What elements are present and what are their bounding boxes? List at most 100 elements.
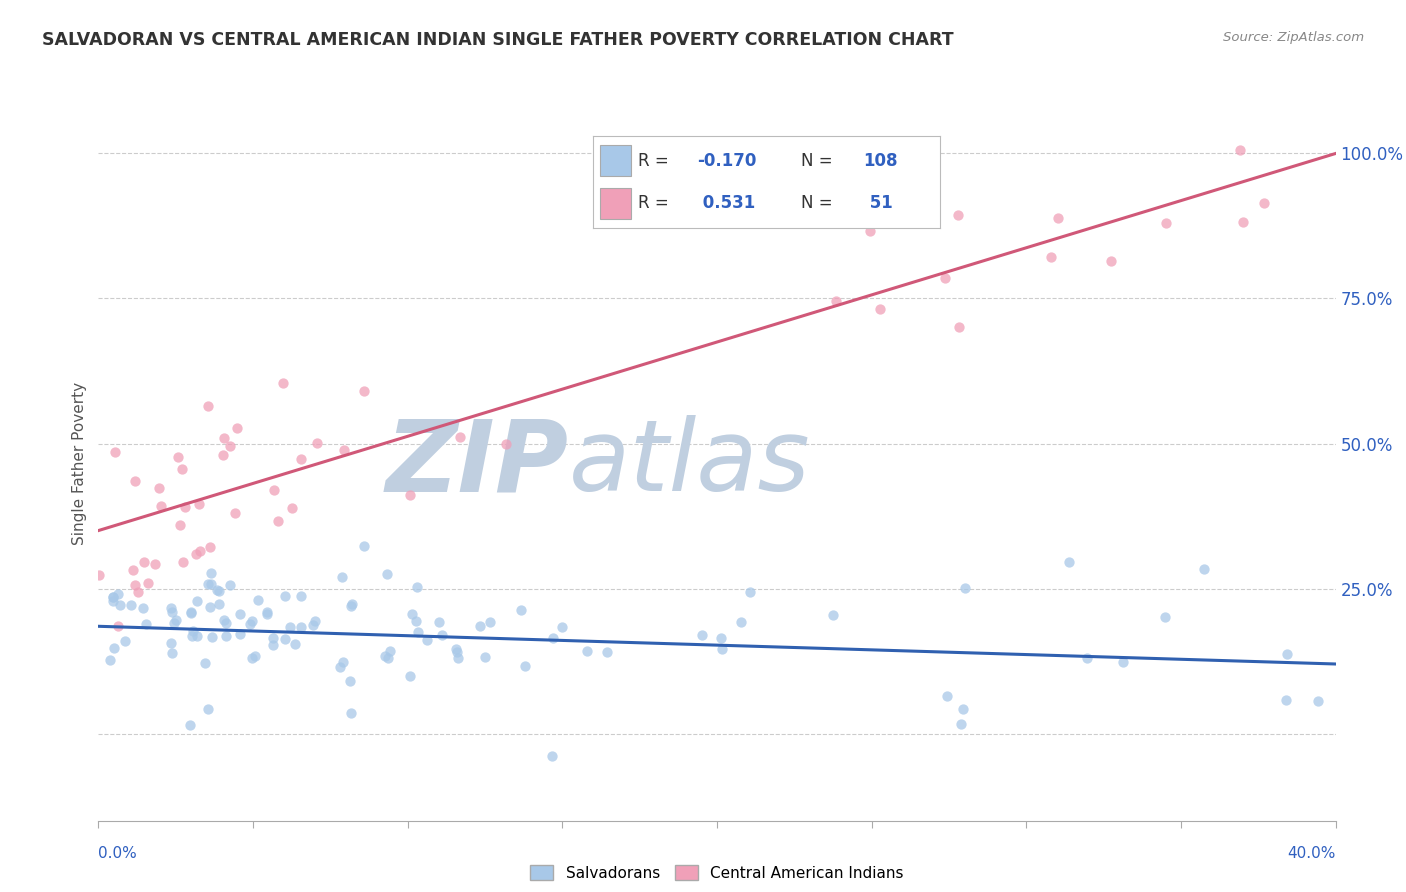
Point xyxy=(284,637,307,651)
Point xyxy=(262,632,284,646)
Point xyxy=(332,655,354,669)
Text: R =: R = xyxy=(638,194,669,212)
Point xyxy=(114,633,136,648)
Point xyxy=(869,302,891,317)
Point xyxy=(711,642,734,657)
Point xyxy=(405,615,427,629)
Point xyxy=(1277,648,1299,662)
Point xyxy=(165,613,187,627)
Legend: Salvadorans, Central American Indians: Salvadorans, Central American Indians xyxy=(530,865,904,880)
Point xyxy=(405,580,427,594)
Point xyxy=(1076,651,1098,665)
Text: R =: R = xyxy=(638,152,669,169)
Point xyxy=(936,690,959,704)
Point xyxy=(470,619,492,633)
Point xyxy=(427,615,450,630)
Point xyxy=(135,617,157,632)
Point xyxy=(340,706,363,720)
Point xyxy=(474,650,496,665)
Point xyxy=(1194,562,1216,576)
Point xyxy=(197,577,219,591)
Point xyxy=(1229,143,1251,157)
Point xyxy=(186,547,208,561)
Point xyxy=(281,500,304,515)
Y-axis label: Single Father Poverty: Single Father Poverty xyxy=(72,383,87,545)
Point xyxy=(377,566,399,581)
Point xyxy=(541,631,564,645)
Point xyxy=(509,603,531,617)
Point xyxy=(596,645,619,659)
Point xyxy=(136,575,159,590)
Point xyxy=(551,620,574,634)
Point xyxy=(278,620,301,634)
Point xyxy=(478,615,501,629)
Text: 108: 108 xyxy=(863,152,898,169)
Point xyxy=(406,624,429,639)
Point xyxy=(186,594,208,608)
Point xyxy=(197,702,219,716)
Point xyxy=(107,619,129,633)
Point xyxy=(215,629,238,643)
Point xyxy=(274,632,297,647)
Point xyxy=(948,319,970,334)
Point xyxy=(194,657,217,671)
Point xyxy=(218,578,240,592)
Text: 40.0%: 40.0% xyxy=(1288,846,1336,861)
Point xyxy=(449,430,471,444)
Point xyxy=(738,585,761,599)
Point xyxy=(339,673,361,688)
Point xyxy=(181,624,204,639)
Point xyxy=(290,620,312,634)
Point xyxy=(239,617,262,632)
Point xyxy=(208,583,231,598)
Point xyxy=(103,591,125,605)
Point xyxy=(330,569,353,583)
Point xyxy=(825,293,848,308)
Point xyxy=(159,600,181,615)
Point xyxy=(240,615,263,629)
Point xyxy=(1047,211,1070,225)
Point xyxy=(378,644,401,658)
Point xyxy=(170,461,193,475)
Point xyxy=(228,626,250,640)
Point xyxy=(243,648,266,663)
Point xyxy=(340,599,363,613)
Text: atlas: atlas xyxy=(568,416,810,512)
Point xyxy=(1040,250,1063,264)
Point xyxy=(224,507,246,521)
Point xyxy=(218,439,240,453)
Point xyxy=(266,514,288,528)
Point xyxy=(1111,655,1133,669)
Point xyxy=(201,630,224,644)
Point xyxy=(149,499,172,513)
Point xyxy=(432,628,454,642)
Point xyxy=(240,651,263,665)
Text: N =: N = xyxy=(801,152,832,169)
Point xyxy=(1153,610,1175,624)
Point xyxy=(208,597,231,611)
Point xyxy=(127,584,149,599)
Point xyxy=(229,607,252,621)
Point xyxy=(181,629,204,643)
Point xyxy=(934,270,956,285)
Point xyxy=(710,631,733,645)
Point xyxy=(107,587,129,601)
Point xyxy=(166,450,188,464)
Point xyxy=(263,483,285,498)
Point xyxy=(225,421,247,435)
Point xyxy=(541,748,564,763)
Point xyxy=(186,629,208,643)
Point xyxy=(859,224,882,238)
Point xyxy=(169,517,191,532)
Point xyxy=(950,716,973,731)
Point xyxy=(952,702,974,716)
Point xyxy=(1154,216,1177,230)
Point xyxy=(271,376,294,390)
Point xyxy=(340,597,363,611)
Point xyxy=(103,593,125,607)
Point xyxy=(180,606,202,620)
Point xyxy=(180,605,202,619)
Point xyxy=(188,543,211,558)
Point xyxy=(200,566,222,580)
Point xyxy=(576,643,599,657)
